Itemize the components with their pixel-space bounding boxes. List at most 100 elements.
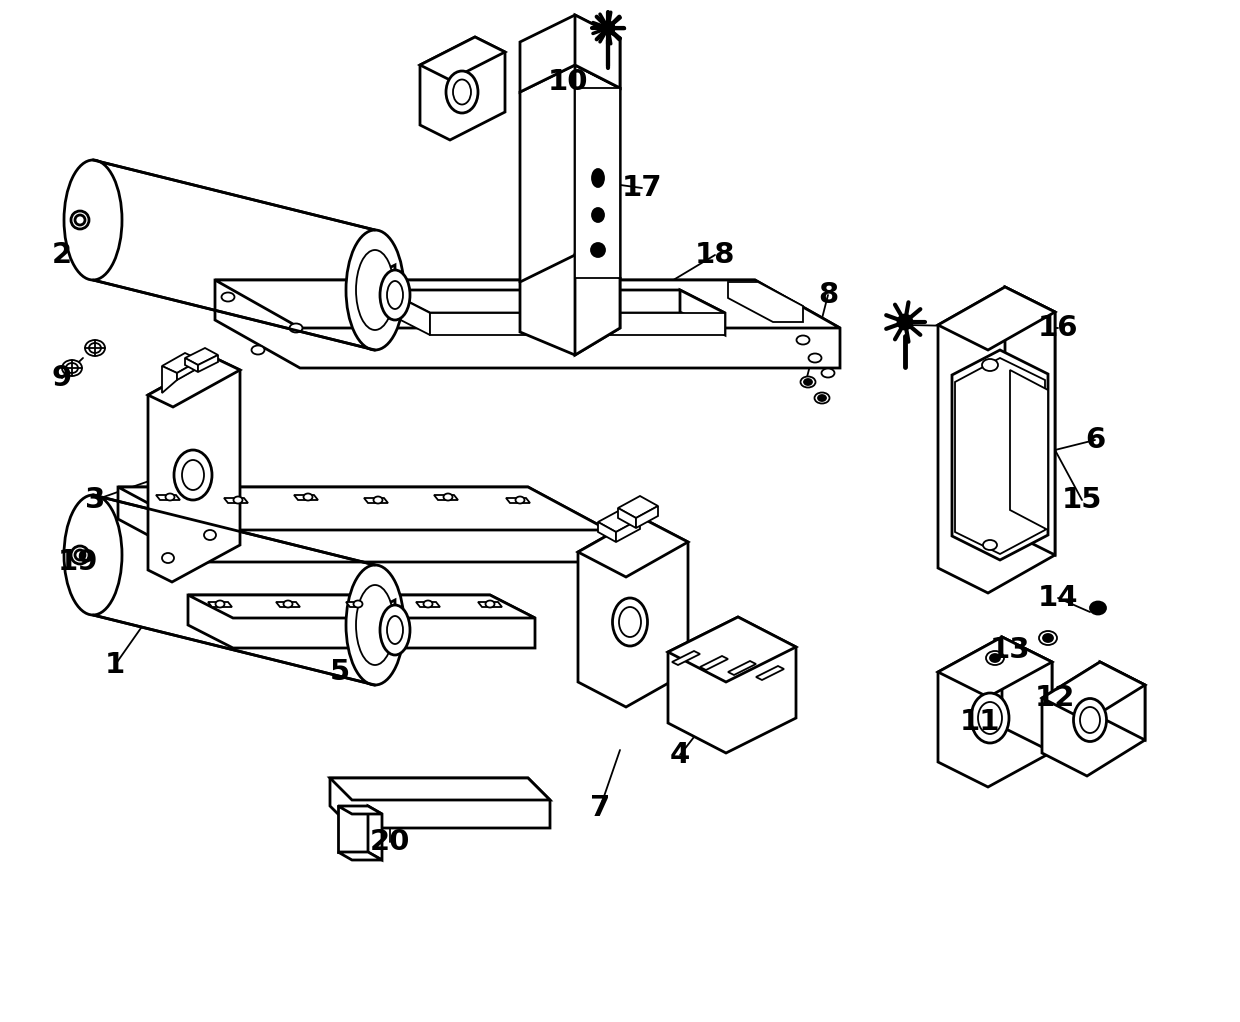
Polygon shape bbox=[937, 287, 1055, 593]
Polygon shape bbox=[616, 519, 640, 542]
Polygon shape bbox=[162, 353, 200, 373]
Polygon shape bbox=[575, 15, 620, 88]
Polygon shape bbox=[1002, 637, 1052, 752]
Polygon shape bbox=[215, 280, 839, 368]
Text: 20: 20 bbox=[370, 828, 410, 856]
Text: 10: 10 bbox=[548, 68, 588, 96]
Polygon shape bbox=[1042, 662, 1145, 776]
Ellipse shape bbox=[486, 601, 495, 607]
Ellipse shape bbox=[978, 702, 1002, 734]
Polygon shape bbox=[955, 358, 1045, 554]
Polygon shape bbox=[118, 487, 608, 562]
Ellipse shape bbox=[356, 585, 394, 665]
Polygon shape bbox=[374, 265, 396, 325]
Ellipse shape bbox=[1080, 707, 1100, 733]
Polygon shape bbox=[330, 778, 551, 800]
Polygon shape bbox=[578, 517, 688, 577]
Polygon shape bbox=[520, 15, 620, 92]
Ellipse shape bbox=[252, 345, 264, 355]
Polygon shape bbox=[520, 65, 620, 305]
Polygon shape bbox=[294, 495, 317, 500]
Ellipse shape bbox=[353, 601, 362, 607]
Polygon shape bbox=[575, 88, 620, 278]
Ellipse shape bbox=[74, 215, 86, 225]
Ellipse shape bbox=[62, 360, 82, 376]
Text: 12: 12 bbox=[1035, 684, 1075, 712]
Polygon shape bbox=[756, 666, 784, 680]
Text: 6: 6 bbox=[1085, 426, 1105, 454]
Ellipse shape bbox=[289, 324, 303, 332]
Text: 19: 19 bbox=[58, 548, 98, 576]
Ellipse shape bbox=[174, 450, 212, 500]
Polygon shape bbox=[668, 617, 796, 753]
Text: 18: 18 bbox=[694, 241, 735, 269]
Ellipse shape bbox=[601, 22, 614, 34]
Ellipse shape bbox=[205, 530, 216, 540]
Ellipse shape bbox=[990, 654, 999, 662]
Polygon shape bbox=[477, 602, 502, 607]
Polygon shape bbox=[188, 595, 534, 618]
Ellipse shape bbox=[346, 230, 404, 350]
Text: 4: 4 bbox=[670, 741, 691, 769]
Ellipse shape bbox=[222, 292, 234, 301]
Polygon shape bbox=[339, 806, 368, 852]
Polygon shape bbox=[365, 498, 388, 503]
Polygon shape bbox=[728, 661, 756, 675]
Ellipse shape bbox=[516, 497, 525, 504]
Polygon shape bbox=[330, 778, 551, 828]
Text: 16: 16 bbox=[1038, 314, 1079, 342]
Text: 17: 17 bbox=[621, 174, 662, 202]
Ellipse shape bbox=[1074, 698, 1106, 742]
Ellipse shape bbox=[983, 540, 997, 550]
Polygon shape bbox=[672, 651, 701, 665]
Polygon shape bbox=[1042, 662, 1145, 721]
Polygon shape bbox=[937, 287, 1055, 350]
Polygon shape bbox=[520, 256, 620, 355]
Polygon shape bbox=[575, 65, 620, 305]
Polygon shape bbox=[185, 358, 198, 372]
Ellipse shape bbox=[86, 340, 105, 356]
Text: 11: 11 bbox=[960, 708, 1001, 736]
Text: 7: 7 bbox=[590, 794, 610, 822]
Polygon shape bbox=[93, 160, 374, 350]
Polygon shape bbox=[185, 349, 218, 365]
Ellipse shape bbox=[216, 601, 224, 607]
Polygon shape bbox=[277, 602, 300, 607]
Polygon shape bbox=[701, 656, 728, 670]
Polygon shape bbox=[208, 602, 232, 607]
Ellipse shape bbox=[66, 363, 78, 373]
Ellipse shape bbox=[821, 369, 835, 377]
Polygon shape bbox=[339, 852, 382, 860]
Ellipse shape bbox=[64, 495, 122, 615]
Ellipse shape bbox=[373, 497, 382, 504]
Polygon shape bbox=[224, 498, 248, 503]
Polygon shape bbox=[578, 517, 688, 707]
Polygon shape bbox=[430, 313, 725, 335]
Polygon shape bbox=[188, 595, 534, 648]
Polygon shape bbox=[118, 487, 608, 530]
Polygon shape bbox=[434, 495, 458, 500]
Ellipse shape bbox=[1090, 602, 1106, 614]
Polygon shape bbox=[148, 358, 241, 407]
Polygon shape bbox=[420, 37, 505, 80]
Polygon shape bbox=[177, 360, 200, 380]
Polygon shape bbox=[937, 637, 1052, 697]
Ellipse shape bbox=[815, 392, 830, 404]
Polygon shape bbox=[636, 506, 658, 528]
Polygon shape bbox=[374, 600, 396, 650]
Text: 8: 8 bbox=[818, 281, 838, 309]
Polygon shape bbox=[93, 495, 374, 685]
Ellipse shape bbox=[444, 494, 453, 501]
Text: 14: 14 bbox=[1038, 584, 1079, 612]
Text: 1: 1 bbox=[105, 651, 125, 679]
Ellipse shape bbox=[591, 169, 604, 187]
Ellipse shape bbox=[613, 598, 647, 646]
Polygon shape bbox=[937, 637, 1052, 787]
Ellipse shape bbox=[453, 80, 471, 104]
Polygon shape bbox=[598, 509, 640, 532]
Text: 2: 2 bbox=[52, 241, 72, 269]
Polygon shape bbox=[346, 602, 370, 607]
Ellipse shape bbox=[284, 601, 293, 607]
Ellipse shape bbox=[387, 616, 403, 644]
Ellipse shape bbox=[424, 601, 433, 607]
